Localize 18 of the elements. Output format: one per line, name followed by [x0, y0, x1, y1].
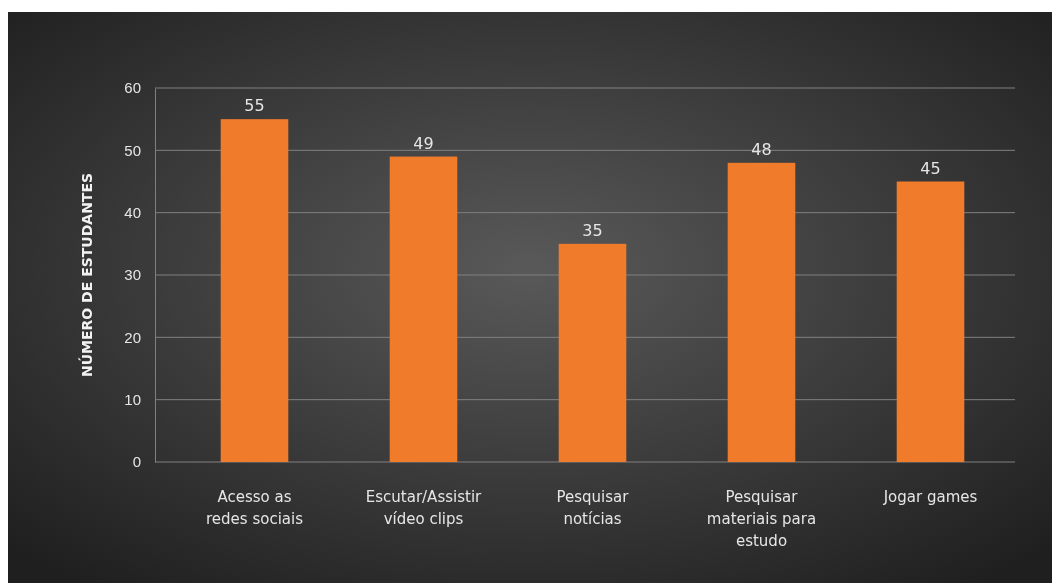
data-label: 35: [582, 220, 603, 240]
y-tick-label: 50: [124, 141, 141, 159]
x-tick-label: Pesquisar materiais para estudo: [706, 488, 817, 550]
y-tick-label: 20: [124, 328, 141, 346]
y-tick-label: 60: [124, 79, 141, 97]
x-tick-label: Escutar/Assistir vídeo clips: [365, 488, 483, 528]
y-tick-label: 10: [124, 390, 141, 408]
data-label: 48: [751, 139, 772, 159]
y-tick-label: 40: [124, 203, 141, 221]
data-label: 55: [244, 96, 265, 116]
x-tick-label: Pesquisar notícias: [556, 488, 630, 528]
y-axis-title: NÚMERO DE ESTUDANTES: [78, 172, 95, 378]
x-tick-label: Jogar games: [882, 488, 978, 506]
x-tick-label: Acesso as redes sociais: [206, 488, 304, 528]
data-label: 49: [413, 133, 434, 153]
y-tick-label: 30: [124, 266, 141, 284]
y-tick-label: 0: [132, 453, 141, 471]
data-label: 45: [920, 158, 941, 178]
